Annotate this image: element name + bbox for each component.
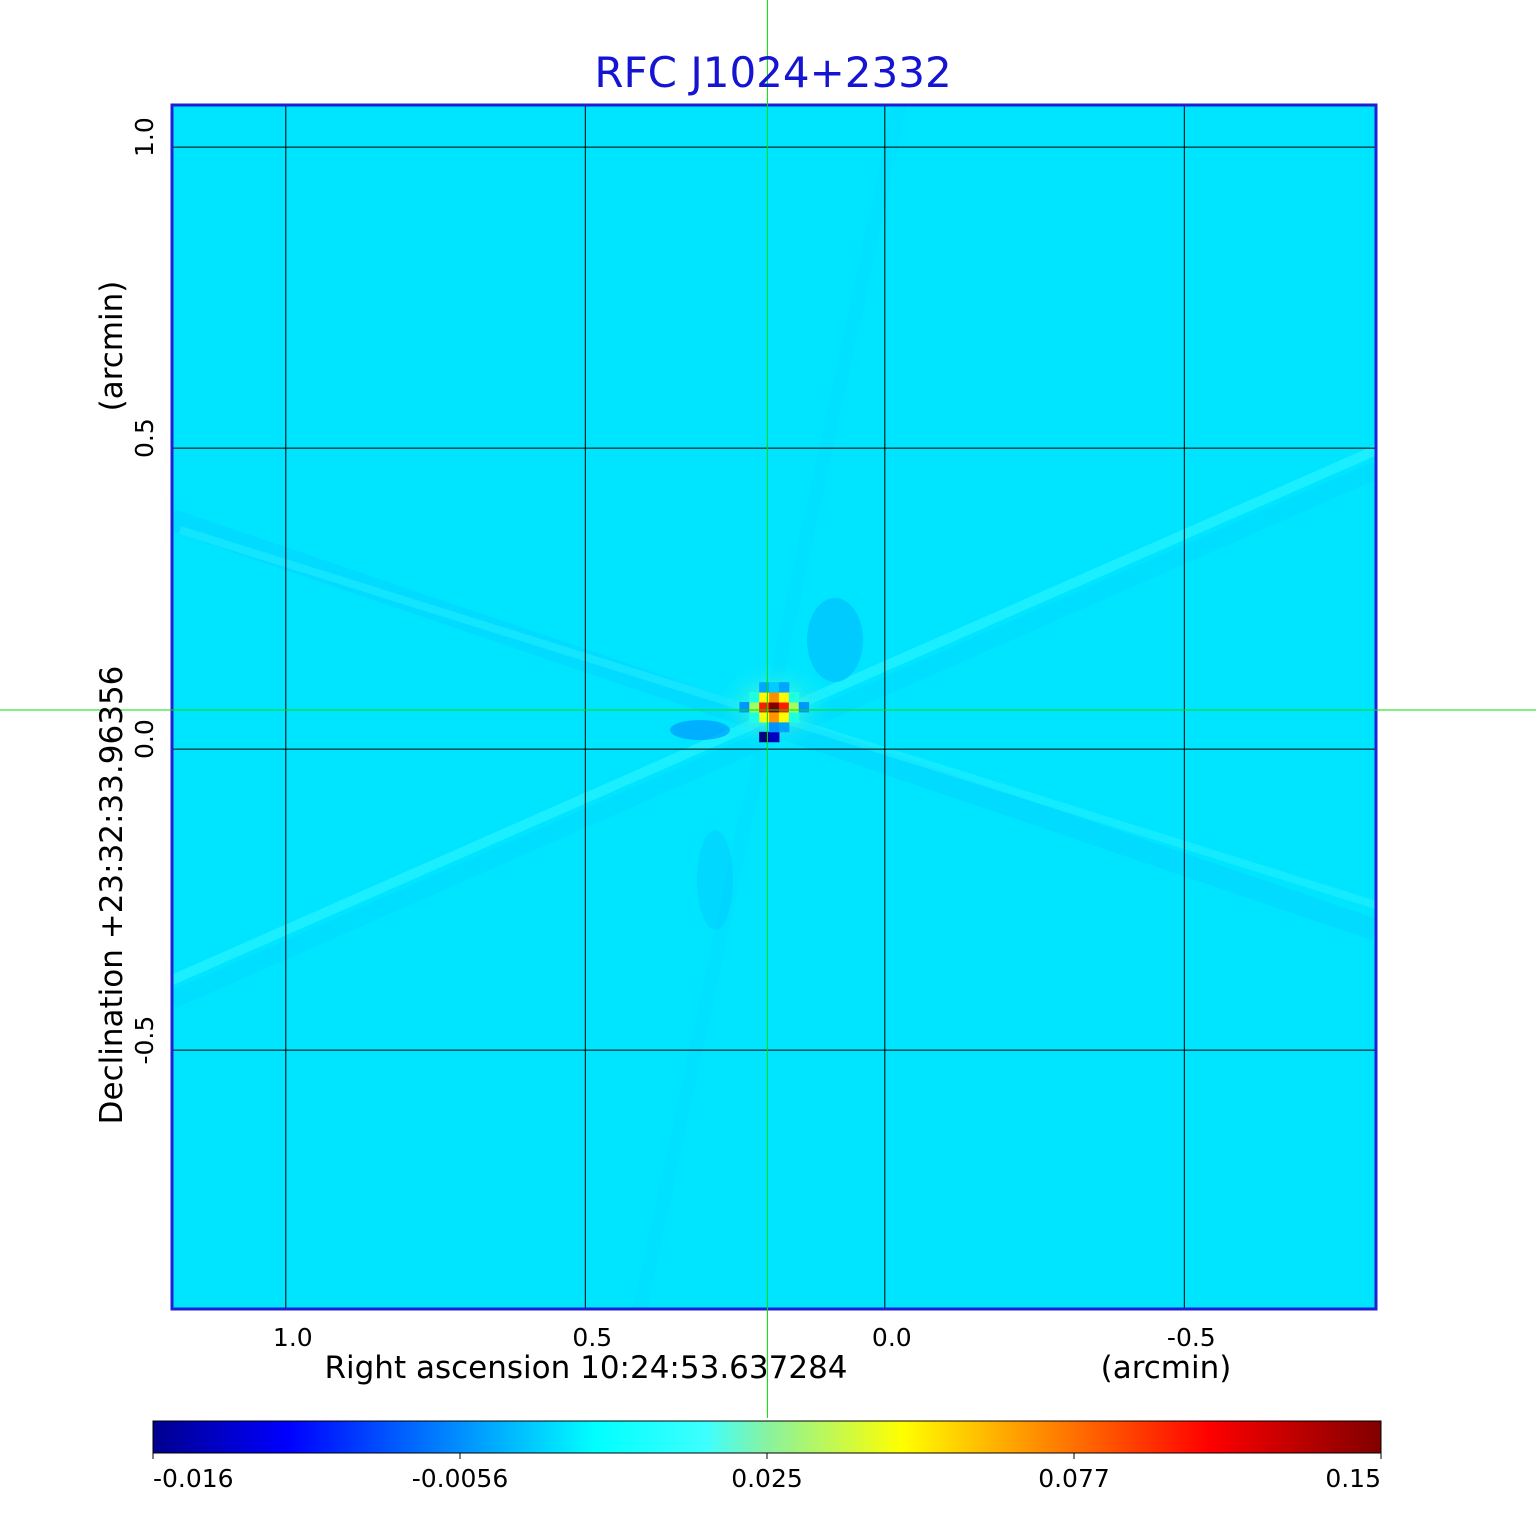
source-pixel: [769, 711, 780, 723]
x-tick-label: -0.5: [1167, 1323, 1216, 1352]
chart-title: RFC J1024+2332: [594, 48, 951, 97]
source-pixel: [769, 682, 780, 693]
grid: [172, 105, 1376, 1309]
source-pixel: [769, 692, 780, 703]
colorbar-tick-label: -0.016: [153, 1464, 234, 1493]
source-pixel: [759, 692, 770, 703]
sidelobe-blob: [807, 598, 863, 682]
source-pixel: [788, 692, 800, 703]
source-pixel: [759, 711, 770, 723]
source-pixel: [749, 711, 760, 723]
source-pixel: [778, 702, 790, 713]
x-axis-unit: (arcmin): [1101, 1350, 1232, 1386]
crosshair: [0, 0, 1536, 1418]
source-pixel: [769, 702, 780, 713]
colorbar-tick-label: 0.077: [1038, 1464, 1110, 1493]
source-pixel: [759, 731, 770, 743]
sidelobe-blob: [670, 720, 730, 740]
source-pixel: [778, 721, 790, 733]
source-pixel: [749, 702, 760, 713]
plot-frame: [170, 103, 1378, 1311]
source-pixel: [798, 702, 810, 713]
source-pixel: [769, 731, 780, 743]
y-tick-label: -0.5: [130, 1016, 159, 1065]
source-emission: [714, 661, 834, 753]
source-pixel: [769, 721, 780, 733]
source-pixel: [788, 702, 800, 713]
y-tick-labels: 1.0 0.5 0.0 -0.5: [130, 117, 159, 1064]
colorbar: [152, 1420, 1382, 1454]
sidelobe-blob: [697, 830, 733, 930]
x-tick-label: 0.5: [572, 1323, 612, 1352]
source-pixel: [739, 702, 750, 713]
x-tick-label: 0.0: [872, 1323, 912, 1352]
x-axis-label: Right ascension 10:24:53.637284: [324, 1350, 847, 1386]
y-axis-unit: (arcmin): [94, 281, 130, 412]
colorbar-tick-label: 0.15: [1325, 1464, 1381, 1493]
source-pixel: [759, 702, 770, 713]
y-tick-label: 1.0: [130, 117, 159, 157]
source-pixel: [788, 711, 800, 723]
source-pixel: [759, 682, 770, 693]
source-pixel: [778, 682, 790, 693]
colorbar-tick-label: -0.0056: [412, 1464, 509, 1493]
x-tick-label: 1.0: [273, 1323, 313, 1352]
y-tick-label: 0.0: [130, 719, 159, 759]
source-pixel: [778, 711, 790, 723]
colorbar-tick-label: 0.025: [731, 1464, 803, 1493]
source-pixel: [749, 692, 760, 703]
y-tick-label: 0.5: [130, 418, 159, 458]
colorbar-ticks: -0.016 -0.0056 0.025 0.077 0.15: [152, 1453, 1382, 1493]
y-axis-label: Declination +23:32:33.96356: [94, 666, 130, 1125]
x-tick-labels: 1.0 0.5 0.0 -0.5: [273, 1323, 1216, 1352]
source-pixel: [778, 692, 790, 703]
